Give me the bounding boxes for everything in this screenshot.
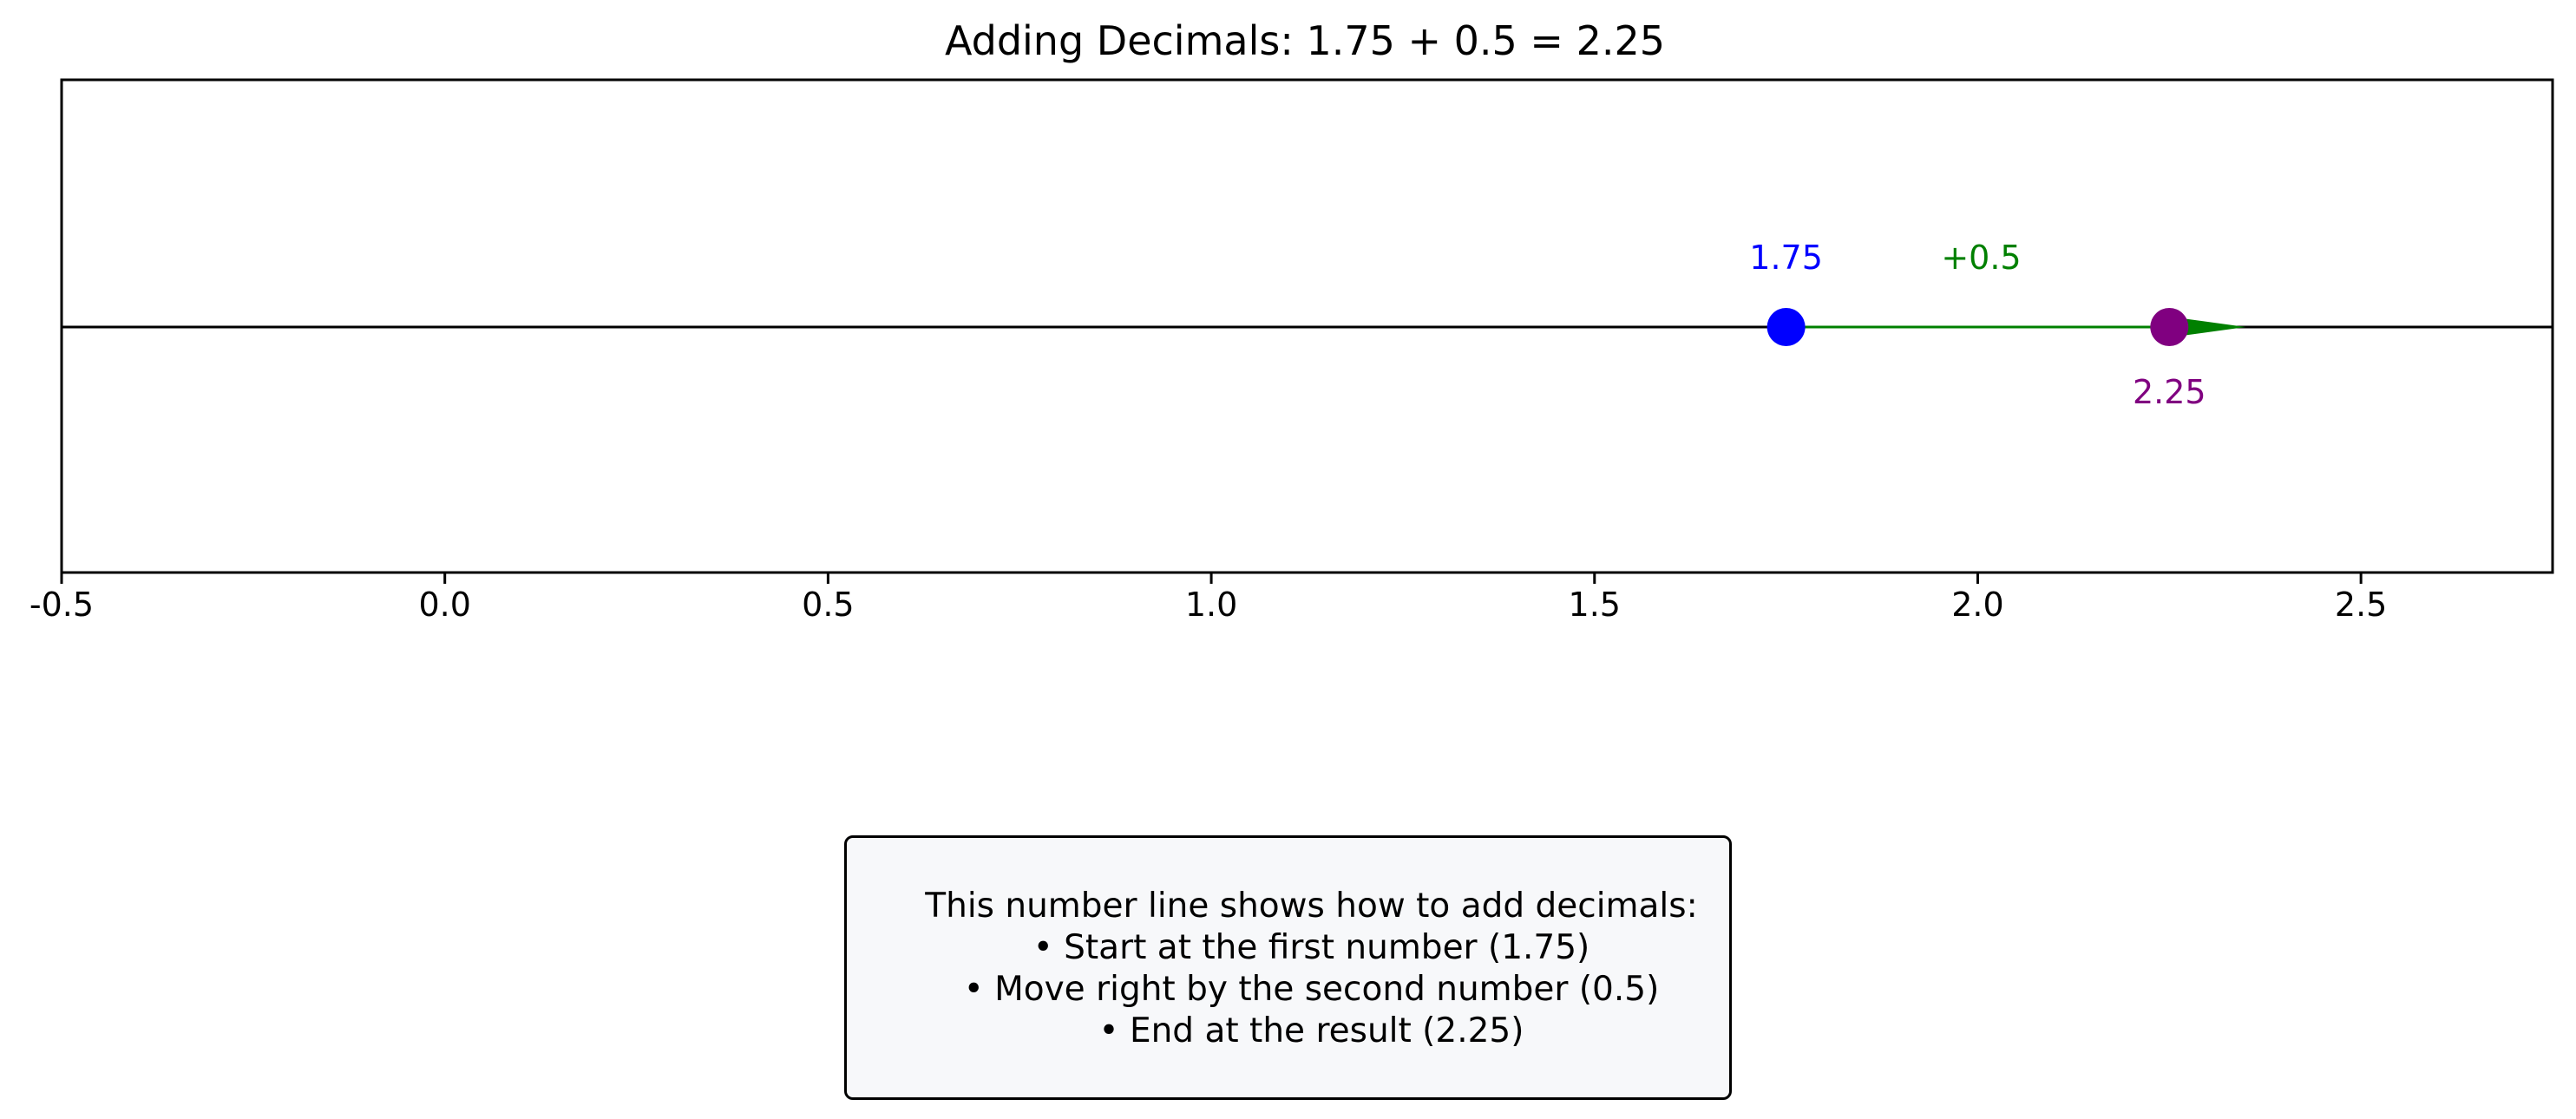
explanation-line: • End at the result (2.25) [1098, 1011, 1524, 1050]
result-point [2150, 308, 2189, 346]
x-tick-label: 2.0 [1951, 586, 2003, 624]
result-value-label: 2.25 [2133, 373, 2206, 411]
x-tick-label: 2.5 [2335, 586, 2387, 624]
start-point [1766, 308, 1806, 346]
explanation-line: • Start at the first number (1.75) [1032, 928, 1590, 967]
start-value-label: 1.75 [1749, 239, 1823, 277]
step-value-label: +0.5 [1941, 239, 2021, 277]
explanation-box: This number line shows how to add decima… [844, 835, 1732, 1100]
chart-title: Adding Decimals: 1.75 + 0.5 = 2.25 [945, 17, 1665, 64]
x-axis-ticks: -0.5 0.0 0.5 1.0 1.5 2.0 2.5 [29, 573, 2387, 624]
step-arrow-head [2169, 317, 2246, 337]
x-tick-label: 1.5 [1569, 586, 1621, 624]
chart-marks [1766, 308, 2246, 346]
x-tick-label: 0.0 [418, 586, 470, 624]
x-tick-label: -0.5 [29, 586, 94, 624]
explanation-line: This number line shows how to add decima… [925, 887, 1698, 926]
explanation-line: • Move right by the second number (0.5) [963, 970, 1660, 1009]
x-tick-label: 0.5 [802, 586, 854, 624]
x-tick-label: 1.0 [1185, 586, 1237, 624]
